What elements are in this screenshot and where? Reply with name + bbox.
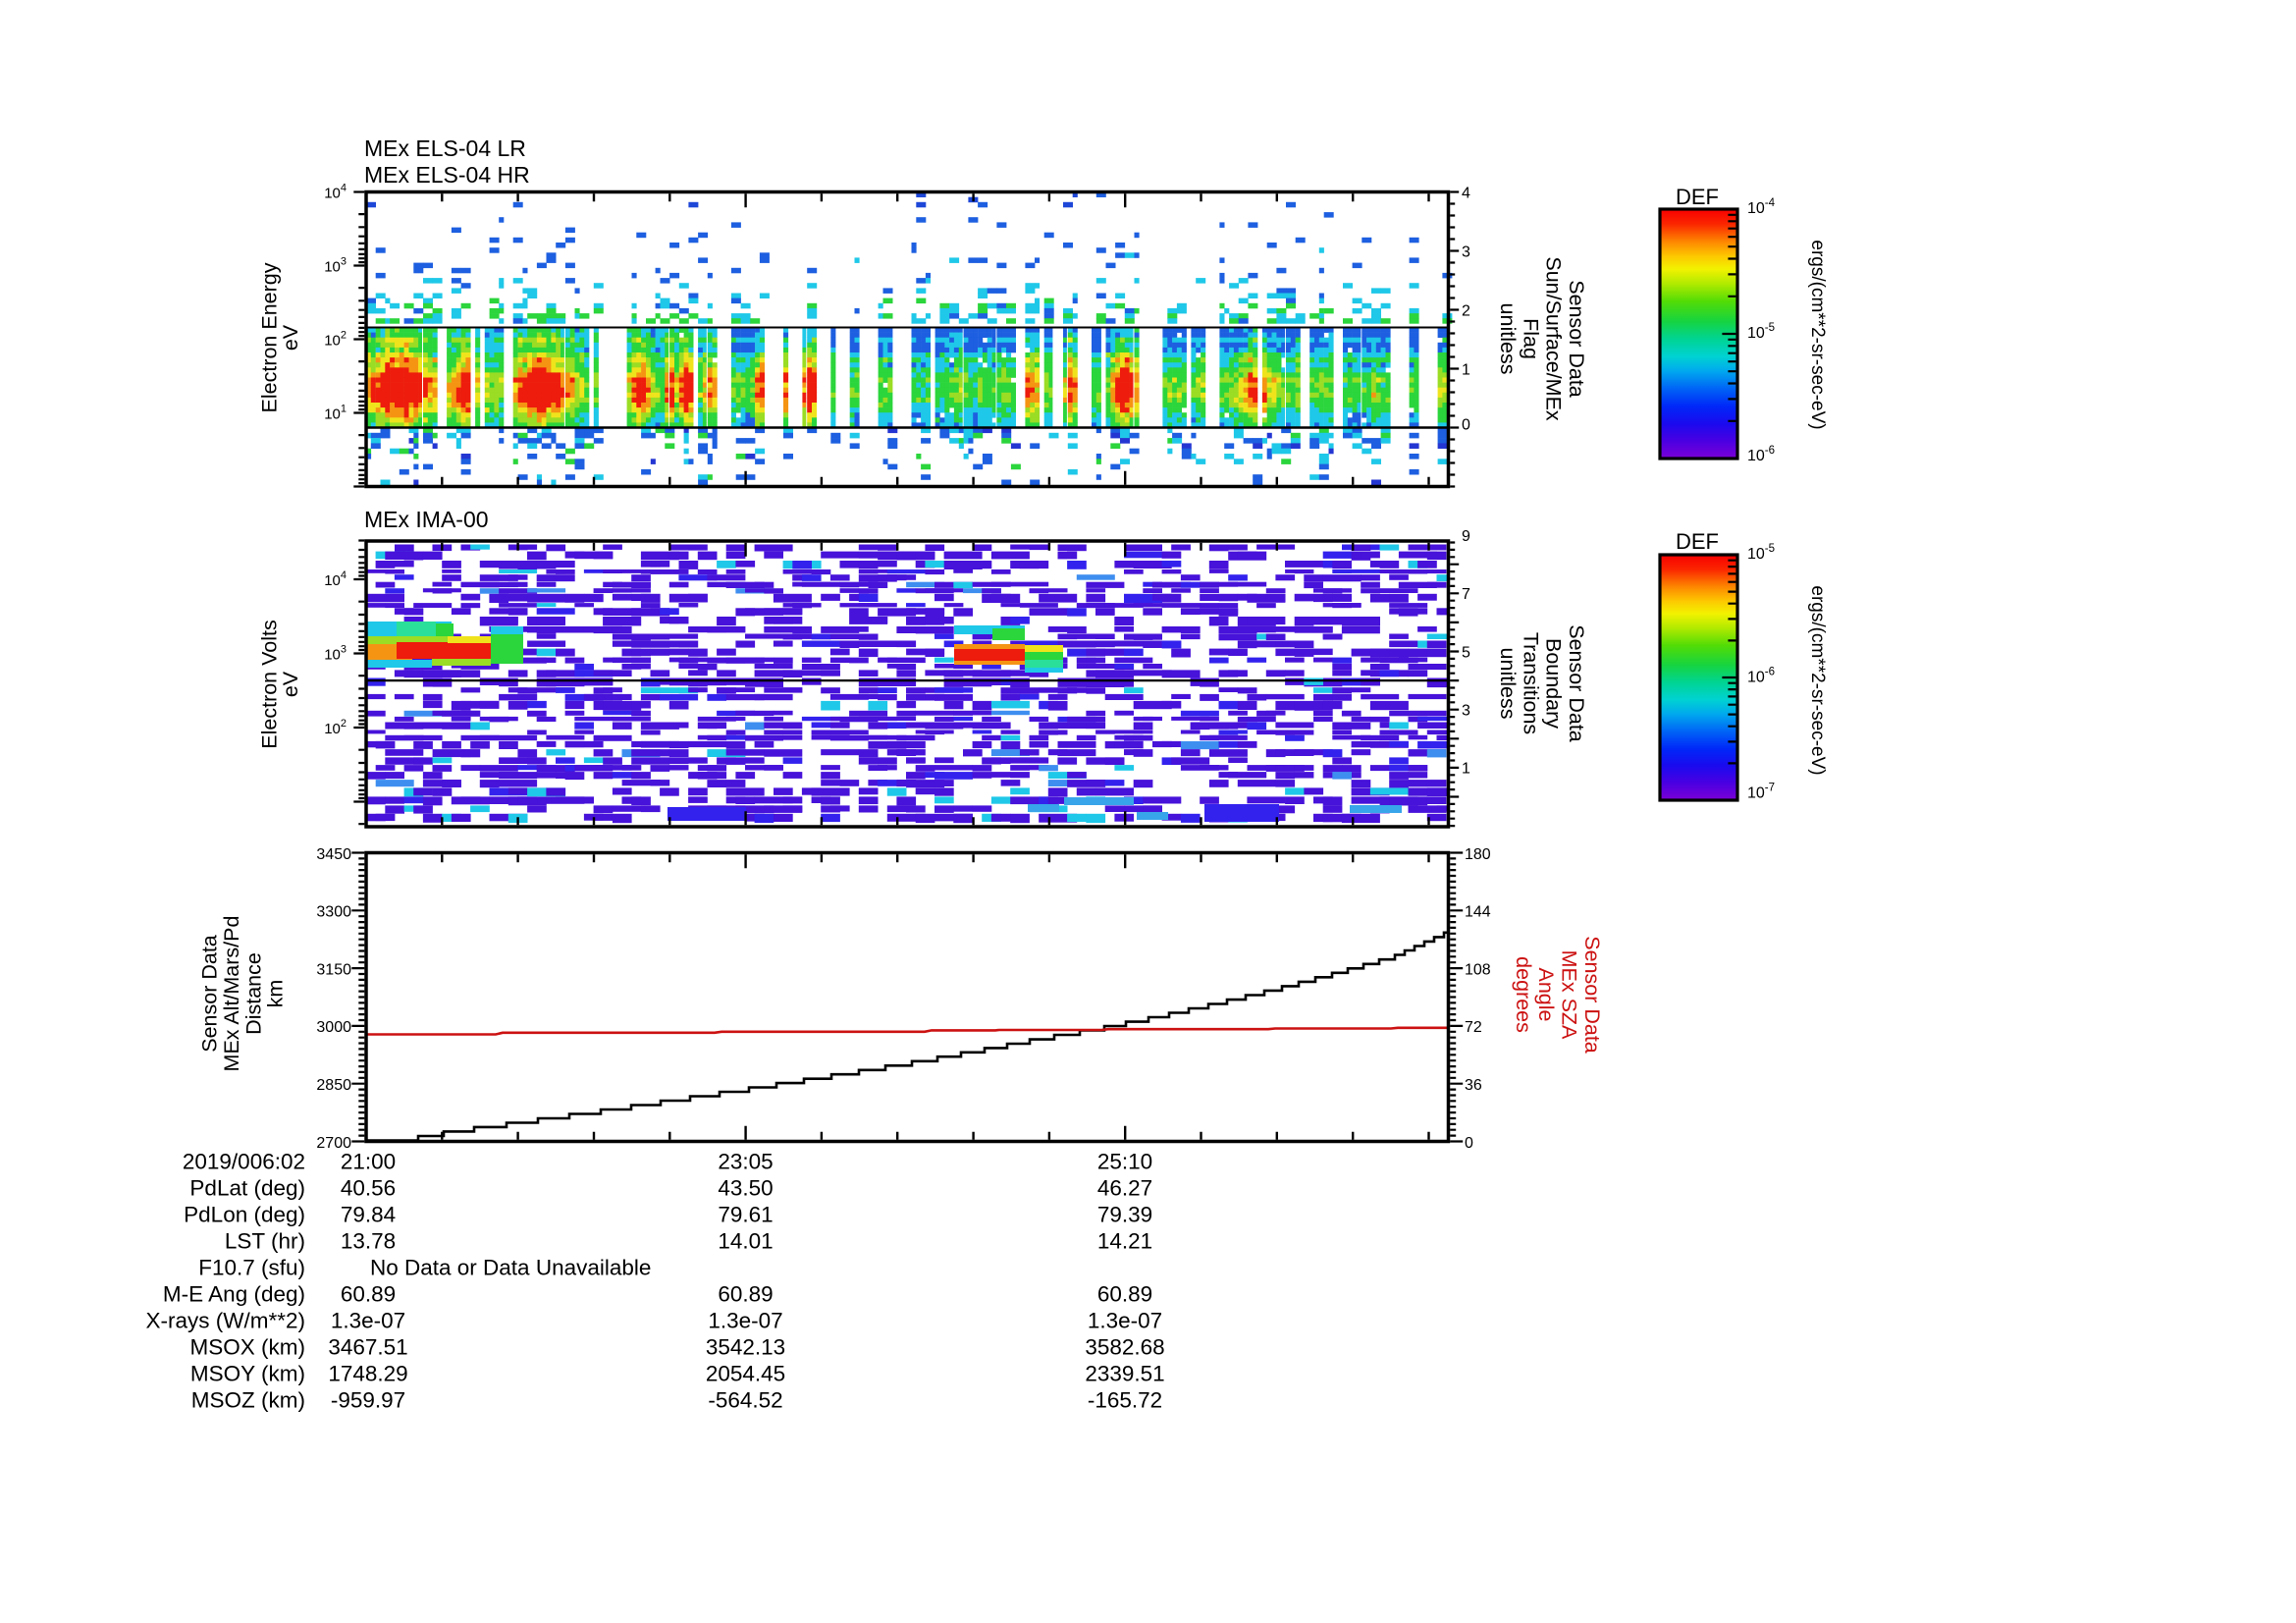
- svg-text:108: 108: [1465, 961, 1491, 978]
- svg-text:1: 1: [1462, 761, 1470, 778]
- svg-text:X-rays (W/m**2): X-rays (W/m**2): [146, 1309, 306, 1333]
- svg-text:F10.7 (sfu): F10.7 (sfu): [198, 1256, 305, 1280]
- svg-text:MEx ELS-04 HR: MEx ELS-04 HR: [364, 162, 530, 188]
- svg-text:72: 72: [1465, 1019, 1482, 1036]
- svg-text:60.89: 60.89: [1097, 1282, 1152, 1307]
- svg-text:3: 3: [1462, 703, 1470, 720]
- svg-text:3467.51: 3467.51: [328, 1335, 407, 1360]
- svg-text:MEx IMA-00: MEx IMA-00: [364, 507, 489, 532]
- svg-text:3150: 3150: [316, 961, 351, 978]
- svg-text:PdLat (deg): PdLat (deg): [189, 1176, 305, 1201]
- svg-text:M-E Ang (deg): M-E Ang (deg): [163, 1282, 305, 1307]
- svg-text:1748.29: 1748.29: [328, 1362, 407, 1386]
- svg-text:60.89: 60.89: [341, 1282, 396, 1307]
- svg-text:2850: 2850: [316, 1077, 351, 1094]
- svg-text:0: 0: [1465, 1135, 1473, 1152]
- svg-text:79.61: 79.61: [718, 1203, 773, 1227]
- svg-text:13.78: 13.78: [341, 1229, 396, 1254]
- svg-text:MEx ELS-04 LR: MEx ELS-04 LR: [364, 135, 526, 161]
- svg-text:1.3e-07: 1.3e-07: [708, 1309, 782, 1333]
- svg-text:No Data or Data Unavailable: No Data or Data Unavailable: [370, 1256, 651, 1280]
- svg-text:3582.68: 3582.68: [1085, 1335, 1164, 1360]
- svg-text:2: 2: [1462, 302, 1470, 319]
- svg-text:79.84: 79.84: [341, 1203, 396, 1227]
- svg-text:0: 0: [1462, 416, 1470, 433]
- svg-text:3542.13: 3542.13: [706, 1335, 785, 1360]
- svg-text:43.50: 43.50: [718, 1176, 773, 1201]
- svg-text:2054.45: 2054.45: [706, 1362, 785, 1386]
- svg-text:3: 3: [1462, 243, 1470, 260]
- svg-text:46.27: 46.27: [1097, 1176, 1152, 1201]
- svg-text:180: 180: [1465, 846, 1491, 863]
- svg-text:36: 36: [1465, 1077, 1482, 1094]
- svg-text:9: 9: [1462, 528, 1470, 545]
- svg-text:PdLon (deg): PdLon (deg): [184, 1203, 305, 1227]
- svg-text:MSOX (km): MSOX (km): [190, 1335, 306, 1360]
- svg-text:14.21: 14.21: [1097, 1229, 1152, 1254]
- svg-text:21:00: 21:00: [341, 1150, 396, 1174]
- svg-text:40.56: 40.56: [341, 1176, 396, 1201]
- svg-text:2700: 2700: [316, 1135, 351, 1152]
- svg-text:1: 1: [1462, 361, 1470, 378]
- svg-text:3000: 3000: [316, 1019, 351, 1036]
- svg-text:14.01: 14.01: [718, 1229, 773, 1254]
- svg-text:7: 7: [1462, 586, 1470, 603]
- svg-text:60.89: 60.89: [718, 1282, 773, 1307]
- svg-text:2019/006:02: 2019/006:02: [183, 1150, 305, 1174]
- svg-text:MSOY (km): MSOY (km): [190, 1362, 305, 1386]
- svg-text:25:10: 25:10: [1097, 1150, 1152, 1174]
- svg-text:3450: 3450: [316, 846, 351, 863]
- svg-text:4: 4: [1462, 185, 1470, 201]
- svg-text:1.3e-07: 1.3e-07: [1088, 1309, 1162, 1333]
- svg-text:144: 144: [1465, 904, 1491, 921]
- svg-text:5: 5: [1462, 644, 1470, 661]
- svg-text:23:05: 23:05: [718, 1150, 773, 1174]
- svg-text:1.3e-07: 1.3e-07: [331, 1309, 405, 1333]
- svg-text:3300: 3300: [316, 904, 351, 921]
- svg-text:79.39: 79.39: [1097, 1203, 1152, 1227]
- svg-text:LST (hr): LST (hr): [225, 1229, 305, 1254]
